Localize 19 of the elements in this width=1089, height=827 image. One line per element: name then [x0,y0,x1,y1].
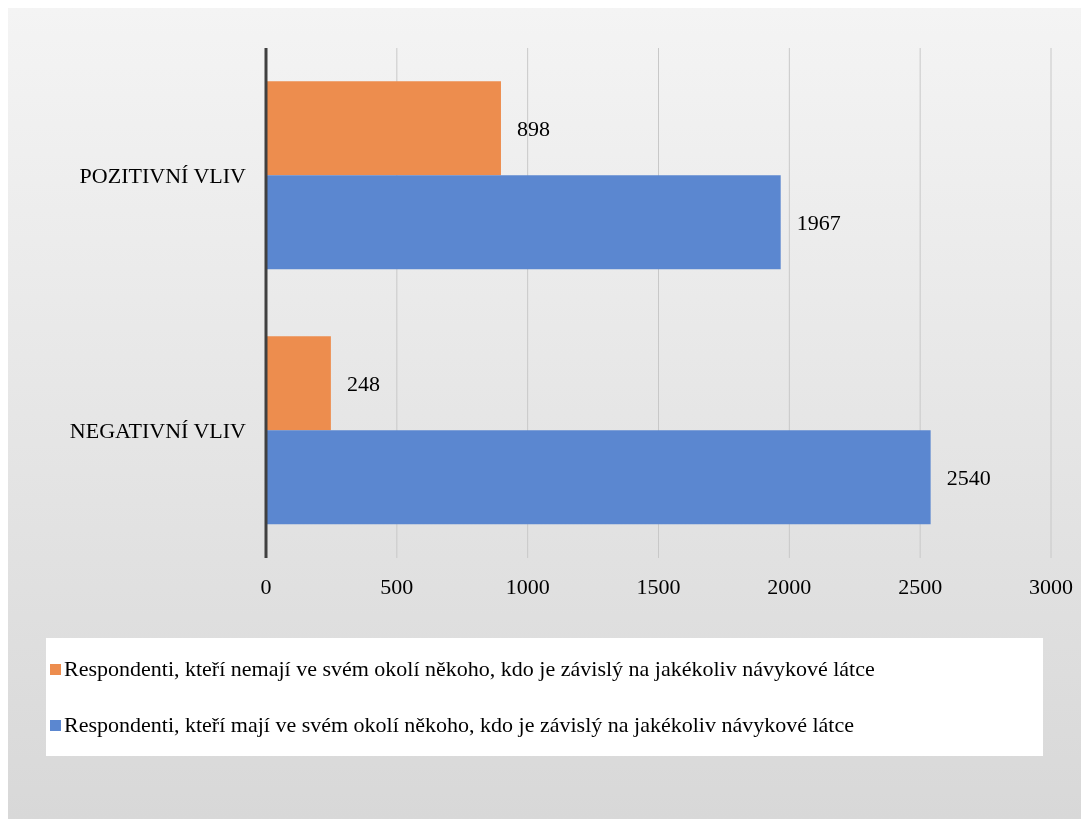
legend-label: Respondenti, kteří nemají ve svém okolí někoho, kdo je závislý na jakékoliv návykové látce [64,656,875,682]
data-label: 1967 [796,209,841,235]
x-tick-label: 2500 [898,573,943,599]
x-tick-label: 2000 [767,573,812,599]
x-tick-label: 1000 [505,573,550,599]
x-tick-label: 3000 [1029,573,1073,599]
x-tick-label: 500 [380,573,414,599]
bar [266,430,931,525]
data-label: 248 [346,370,380,396]
x-tick-label: 1500 [636,573,681,599]
bar [266,336,331,431]
legend-label: Respondenti, kteří mají ve svém okolí někoho, kdo je závislý na jakékoliv návykové látce [64,712,854,738]
y-tick-label: NEGATIVNÍ VLIV [69,418,247,444]
y-tick-label: POZITIVNÍ VLIV [79,163,247,189]
data-label: 2540 [946,464,991,490]
bar [266,81,501,176]
bar [266,175,781,270]
x-tick-label: 0 [260,573,272,599]
data-label: 898 [516,115,550,141]
